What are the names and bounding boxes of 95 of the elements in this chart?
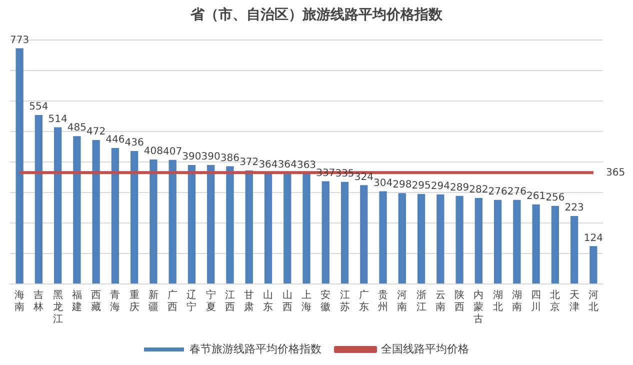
x-tick-label: 上海 xyxy=(302,288,312,313)
bar xyxy=(92,140,100,284)
data-label: 390 xyxy=(201,152,220,163)
bar xyxy=(130,151,138,284)
data-label: 407 xyxy=(163,146,182,158)
x-tick-label: 山西 xyxy=(282,288,292,313)
data-label: 364 xyxy=(258,160,278,171)
bar xyxy=(322,181,330,284)
bar xyxy=(590,246,598,284)
x-tick-label: 河北 xyxy=(588,288,598,313)
x-tick-label: 浙江 xyxy=(416,288,426,313)
bar xyxy=(16,48,24,284)
x-tick-label: 吉林 xyxy=(32,288,44,313)
data-label: 364 xyxy=(278,160,297,171)
x-tick-label: 安徽 xyxy=(320,288,331,313)
data-label: 294 xyxy=(430,180,450,192)
bar xyxy=(379,191,387,284)
data-label: 295 xyxy=(412,180,431,192)
x-tick-label: 青海 xyxy=(110,288,120,313)
x-tick-label: 福建 xyxy=(70,288,82,313)
data-label: 304 xyxy=(373,178,393,189)
data-label: 390 xyxy=(182,152,202,163)
bar xyxy=(340,182,349,284)
bar xyxy=(570,216,578,284)
x-tick-label: 西藏 xyxy=(91,290,102,313)
x-tick-label: 海南 xyxy=(14,288,25,313)
x-tick-label: 贵州 xyxy=(378,288,388,313)
data-label: 282 xyxy=(469,184,488,196)
bar xyxy=(54,127,62,284)
bar xyxy=(513,200,521,284)
bar xyxy=(284,172,292,284)
x-tick-label: 甘肃 xyxy=(244,288,254,313)
data-label: 372 xyxy=(240,157,259,168)
bar xyxy=(73,136,81,284)
data-label: 261 xyxy=(526,190,546,202)
x-tick-label: 陕西 xyxy=(454,288,465,313)
data-label: 324 xyxy=(354,172,374,183)
x-tick-label: 重庆 xyxy=(129,288,140,313)
x-tick-label: 河南 xyxy=(397,288,408,313)
data-label: 223 xyxy=(564,202,584,214)
data-label: 289 xyxy=(450,182,470,194)
bar xyxy=(398,193,406,284)
x-tick-label: 黑龙江 xyxy=(52,290,63,325)
bar xyxy=(456,196,464,284)
data-label: 276 xyxy=(507,186,526,198)
legend-label: 春节旅游线路平均价格指数 xyxy=(190,342,322,356)
x-tick-label: 内蒙古 xyxy=(474,288,484,325)
bar xyxy=(111,148,120,284)
bar xyxy=(532,204,540,284)
bar xyxy=(360,185,368,284)
x-tick-label: 北京 xyxy=(550,288,560,313)
x-tick-label: 宁夏 xyxy=(206,288,216,313)
bar xyxy=(245,170,253,284)
bar xyxy=(150,160,158,284)
x-tick-label: 山东 xyxy=(263,288,274,313)
bar xyxy=(188,165,196,284)
bar xyxy=(168,160,176,284)
x-tick-label: 云南 xyxy=(435,290,446,313)
bar xyxy=(34,115,43,284)
data-label: 472 xyxy=(86,126,106,138)
data-label: 363 xyxy=(296,160,316,171)
data-label: 386 xyxy=(220,152,240,164)
data-label: 298 xyxy=(392,180,412,191)
bar xyxy=(417,194,426,284)
bar xyxy=(551,206,560,284)
x-tick-label: 湖北 xyxy=(492,288,503,313)
x-tick-label: 四川 xyxy=(531,290,542,313)
legend-label: 全国线路平均价格 xyxy=(381,342,469,356)
x-tick-label: 广东 xyxy=(358,288,369,313)
x-tick-label: 湖南 xyxy=(512,288,522,313)
x-tick-label: 广西 xyxy=(168,288,178,313)
x-tick-label: 辽宁 xyxy=(186,288,197,313)
bar xyxy=(207,165,215,284)
data-label: 773 xyxy=(10,34,30,46)
bar xyxy=(264,172,272,284)
data-label: 514 xyxy=(48,114,68,125)
bar xyxy=(302,173,310,284)
data-label: 256 xyxy=(546,192,565,204)
x-tick-label: 江西 xyxy=(224,288,235,313)
data-label: 276 xyxy=(488,186,508,198)
bar xyxy=(226,166,234,284)
data-label: 124 xyxy=(584,232,603,244)
data-label: 408 xyxy=(144,146,164,158)
data-label: 365 xyxy=(606,167,626,178)
data-label: 446 xyxy=(106,134,125,146)
bar xyxy=(436,194,444,284)
x-tick-label: 江苏 xyxy=(340,288,350,313)
data-label: 554 xyxy=(29,102,48,113)
x-tick-label: 新疆 xyxy=(148,288,158,313)
data-label: 436 xyxy=(124,138,144,149)
bar xyxy=(494,200,502,284)
x-tick-label: 天津 xyxy=(569,290,580,313)
bar xyxy=(474,198,482,284)
chart-title: 省（市、自治区）旅游线路平均价格指数 xyxy=(190,6,444,25)
data-label: 485 xyxy=(67,122,86,134)
